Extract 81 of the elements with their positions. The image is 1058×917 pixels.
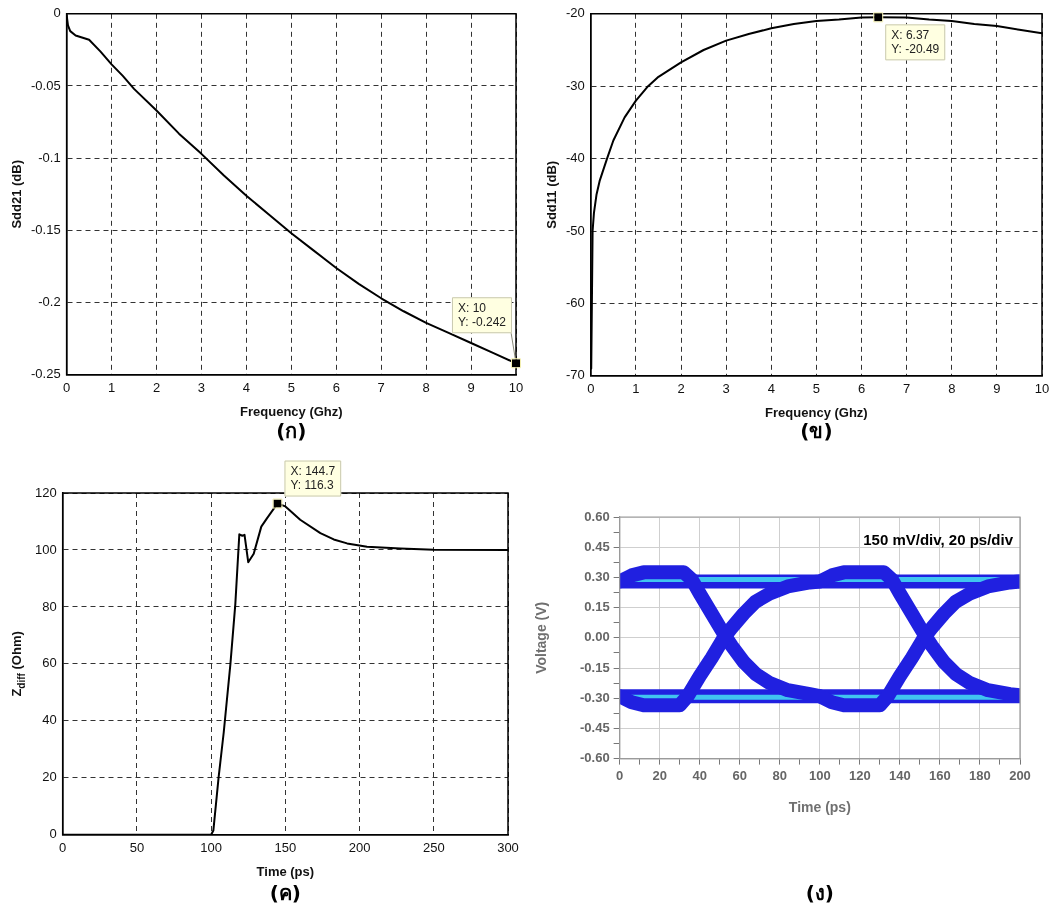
x-tick-label: 0	[616, 767, 624, 783]
y-tick-label: 0.00	[584, 629, 610, 645]
x-tick-label: 4	[242, 380, 250, 396]
x-tick-label: 9	[467, 380, 475, 396]
x-tick-label: 180	[969, 767, 991, 783]
x-tick-label: 5	[287, 380, 295, 396]
text: (ก)	[276, 419, 307, 444]
x-tick-label: 2	[677, 381, 685, 397]
text: (ค)	[269, 881, 301, 906]
x-tick-label: 10	[508, 380, 524, 396]
x-tick-label: 2	[152, 380, 161, 396]
x-tick-label: 150	[274, 840, 297, 856]
y-tick-label: 0.15	[584, 599, 610, 615]
x-axis-title: Frequency (Ghz)	[765, 404, 868, 420]
y-tick-label: 120	[34, 484, 57, 500]
x-tick-label: 80	[772, 767, 788, 783]
text: (ง)	[805, 881, 834, 906]
x-axis-title: Time (ps)	[256, 863, 315, 879]
y-tick-label: -0.15	[30, 221, 61, 237]
y-tick-label: -0.2	[38, 294, 61, 310]
y-tick-label: 0	[53, 5, 61, 21]
x-tick-label: 3	[722, 381, 730, 397]
y-axis-title: Voltage (V)	[532, 601, 549, 674]
y-tick-label: -0.60	[579, 750, 610, 766]
x-tick-label: 140	[889, 767, 911, 783]
x-tick-label: 50	[129, 840, 145, 856]
annotation: X: 6.37 Y: -20.49	[891, 27, 940, 56]
annotation: X: 10 Y: -0.242	[457, 300, 507, 329]
x-tick-label: 1	[632, 381, 640, 397]
y-tick-label: -30	[565, 77, 585, 93]
y-tick-label: 80	[42, 598, 57, 614]
y-tick-label: 100	[34, 541, 57, 557]
y-tick-label: -20	[565, 5, 585, 21]
y-tick-label: 0.45	[584, 538, 610, 554]
x-tick-label: 100	[200, 840, 222, 856]
y-axis-title: Zdiff (Ohm)	[8, 631, 27, 697]
y-tick-label: 0	[49, 826, 57, 842]
x-tick-label: 10	[1034, 381, 1050, 397]
y-tick-label: -0.05	[30, 77, 61, 93]
x-tick-label: 200	[348, 840, 371, 856]
y-axis-title: Sdd21 (dB)	[8, 159, 24, 229]
x-tick-label: 9	[993, 381, 1001, 397]
x-tick-label: 40	[692, 767, 707, 783]
y-tick-label: -0.25	[30, 366, 61, 382]
y-tick-label: -60	[565, 294, 585, 310]
y-tick-label: -0.1	[38, 149, 61, 165]
x-tick-label: 8	[948, 381, 956, 397]
x-tick-label: 1	[107, 380, 116, 396]
y-tick-label: 40	[42, 712, 57, 728]
x-tick-label: 20	[652, 767, 667, 783]
x-tick-label: 60	[732, 767, 747, 783]
annotation: X: 144.7 Y: 116.3	[290, 463, 336, 492]
x-tick-label: 120	[849, 767, 871, 783]
x-axis-title: Frequency (Ghz)	[240, 403, 343, 419]
y-tick-label: 0.60	[584, 508, 610, 524]
text: (ข)	[800, 419, 833, 444]
x-tick-label: 100	[808, 767, 831, 783]
y-tick-label: 60	[42, 655, 57, 671]
y-tick-label: 0.30	[584, 568, 610, 584]
x-tick-label: 6	[332, 380, 340, 396]
y-axis-title: Sdd11 (dB)	[543, 160, 559, 229]
x-axis-title: Time (ps)	[788, 799, 851, 816]
x-tick-label: 4	[767, 381, 775, 397]
x-tick-label: 160	[929, 767, 951, 783]
y-tick-label: -50	[565, 222, 585, 238]
y-tick-label: -0.45	[579, 719, 610, 735]
y-tick-label: -0.15	[579, 659, 610, 675]
x-tick-label: 3	[197, 380, 206, 396]
x-tick-label: 7	[377, 380, 385, 396]
x-tick-label: 5	[812, 381, 821, 397]
x-tick-label: 7	[903, 381, 911, 397]
x-tick-label: 250	[422, 840, 445, 856]
x-tick-label: 6	[857, 381, 866, 397]
x-tick-label: 200	[1009, 767, 1031, 783]
y-tick-label: -0.30	[579, 689, 610, 705]
annotation: 150 mV/div, 20 ps/div	[863, 531, 1014, 549]
x-tick-label: 8	[422, 380, 430, 396]
x-tick-label: 0	[63, 380, 71, 396]
y-tick-label: -70	[565, 367, 585, 383]
y-tick-label: -40	[565, 150, 585, 166]
x-tick-label: 300	[497, 840, 519, 856]
